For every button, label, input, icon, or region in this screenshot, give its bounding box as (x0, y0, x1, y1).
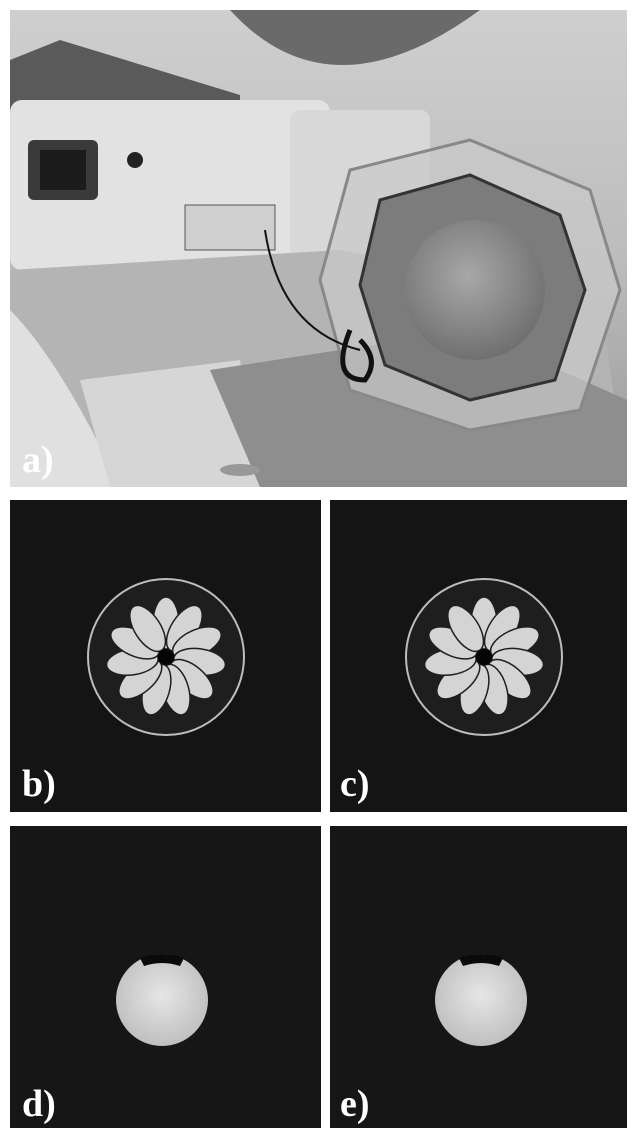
photo-panel (10, 10, 627, 487)
page: {"panels": [{"label": "a)"}, {"label": "… (0, 0, 637, 1136)
slice-shape (476, 649, 492, 665)
fruit-ball (116, 954, 527, 1046)
fruit-slices (88, 579, 562, 735)
panel-label: e) (340, 1083, 370, 1125)
figure: a) b) c) d) e) (0, 0, 637, 1136)
panel-label: b) (22, 763, 56, 805)
panel-label: c) (340, 763, 370, 805)
slice-shape (158, 649, 174, 665)
panel-label: a) (22, 439, 54, 481)
panel-label: d) (22, 1083, 56, 1125)
